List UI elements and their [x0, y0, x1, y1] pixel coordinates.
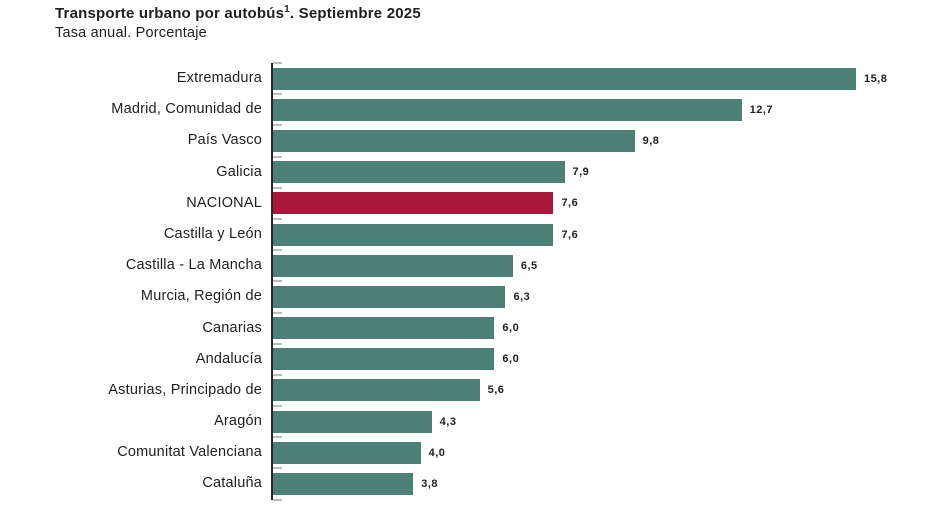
bar-track: 6,0	[271, 342, 950, 375]
bar-track: 12,7	[271, 93, 950, 126]
chart-row: Aragón 4,3	[0, 405, 950, 438]
value-label: 7,9	[572, 166, 590, 179]
category-label: Andalucía	[195, 350, 262, 367]
bar	[273, 317, 495, 340]
chart-row: Madrid, Comunidad de 12,7	[0, 93, 950, 126]
value-label: 6,3	[513, 290, 531, 303]
value-label: 3,8	[421, 478, 439, 491]
chart-row: Asturias, Principado de 5,6	[0, 373, 950, 407]
category-label: Galicia	[216, 163, 262, 180]
value-label: 4,3	[439, 415, 457, 428]
bar	[273, 98, 742, 121]
bar-track: 3,8	[271, 467, 950, 501]
chart-row: NACIONAL 7,6	[0, 186, 950, 219]
chart-row: Canarias 6,0	[0, 311, 950, 344]
chart-header: Transporte urbano por autobús1. Septiemb…	[55, 4, 421, 42]
axis-tick	[273, 373, 282, 376]
bar-track: 4,0	[271, 436, 950, 469]
category-label: Asturias, Principado de	[108, 381, 262, 398]
bar	[273, 285, 506, 308]
bar	[273, 254, 513, 277]
value-label: 9,8	[642, 134, 660, 147]
category-label: Comunitat Valenciana	[117, 444, 262, 461]
value-label: 12,7	[749, 103, 774, 116]
axis-tick	[273, 93, 282, 96]
bar-track: 7,9	[271, 155, 950, 188]
chart-row: Andalucía 6,0	[0, 342, 950, 375]
chart-row: Castilla y León 7,6	[0, 217, 950, 251]
chart-title: Transporte urbano por autobús1. Septiemb…	[55, 4, 421, 23]
category-label: Castilla y León	[163, 225, 262, 242]
value-label: 4,0	[428, 446, 446, 459]
category-label: País Vasco	[187, 132, 262, 149]
bar-track: 9,8	[271, 124, 950, 157]
chart-subtitle: Tasa anual. Porcentaje	[55, 25, 207, 41]
category-label: Extremadura	[176, 70, 262, 86]
axis-tick	[273, 342, 282, 345]
chart-title-period: . Septiembre 2025	[289, 5, 421, 22]
axis-tick	[273, 467, 282, 470]
value-label: 7,6	[561, 228, 579, 241]
chart-plot-area: Extremadura 15,8 Madrid, Comunidad de 12…	[0, 62, 950, 501]
category-label: Madrid, Comunidad de	[111, 101, 262, 118]
bar-track: 6,0	[271, 311, 950, 344]
axis-tick	[273, 498, 282, 501]
chart-row: País Vasco 9,8	[0, 124, 950, 157]
bar-track: 6,5	[271, 249, 950, 282]
axis-tick	[273, 311, 282, 314]
chart-row: Murcia, Región de 6,3	[0, 280, 950, 313]
bar	[273, 441, 421, 464]
bar	[273, 348, 495, 371]
chart-row: Cataluña 3,8	[0, 467, 950, 501]
bar	[273, 473, 414, 496]
category-label: NACIONAL	[186, 194, 262, 211]
bar-track: 4,3	[271, 405, 950, 438]
axis-tick	[273, 280, 282, 283]
value-label: 5,6	[487, 384, 505, 397]
value-label: 6,5	[520, 259, 538, 272]
chart-title-footnote-marker: 1	[284, 4, 290, 15]
bar-track: 7,6	[271, 186, 950, 219]
axis-tick	[273, 405, 282, 408]
axis-tick	[273, 249, 282, 252]
bar-track: 7,6	[271, 217, 950, 251]
bar	[273, 129, 635, 152]
bar	[273, 410, 432, 433]
axis-tick	[273, 62, 282, 64]
value-label: 7,6	[561, 197, 579, 210]
bar-track: 15,8	[271, 62, 950, 95]
chart-row: Extremadura 15,8	[0, 62, 950, 95]
value-label: 15,8	[864, 72, 888, 85]
axis-tick	[273, 186, 282, 189]
bar	[273, 67, 857, 90]
category-label: Canarias	[202, 319, 262, 336]
bar-track: 6,3	[271, 280, 950, 313]
axis-tick	[273, 155, 282, 158]
bar	[273, 379, 480, 402]
bar	[273, 223, 554, 246]
value-label: 6,0	[502, 322, 520, 335]
chart-row: Castilla - La Mancha 6,5	[0, 249, 950, 282]
bar-track: 5,6	[271, 373, 950, 407]
bar	[273, 192, 554, 215]
axis-tick	[273, 436, 282, 439]
category-label: Castilla - La Mancha	[125, 257, 262, 274]
value-label: 6,0	[502, 353, 520, 366]
category-label: Murcia, Región de	[140, 288, 262, 305]
bar	[273, 161, 565, 184]
chart-row: Galicia 7,9	[0, 155, 950, 188]
axis-tick	[273, 124, 282, 127]
chart-title-main: Transporte urbano por autobús	[55, 5, 285, 22]
axis-tick	[273, 217, 282, 220]
category-label: Aragón	[214, 413, 262, 430]
chart-row: Comunitat Valenciana 4,0	[0, 436, 950, 469]
category-label: Cataluña	[202, 475, 262, 492]
